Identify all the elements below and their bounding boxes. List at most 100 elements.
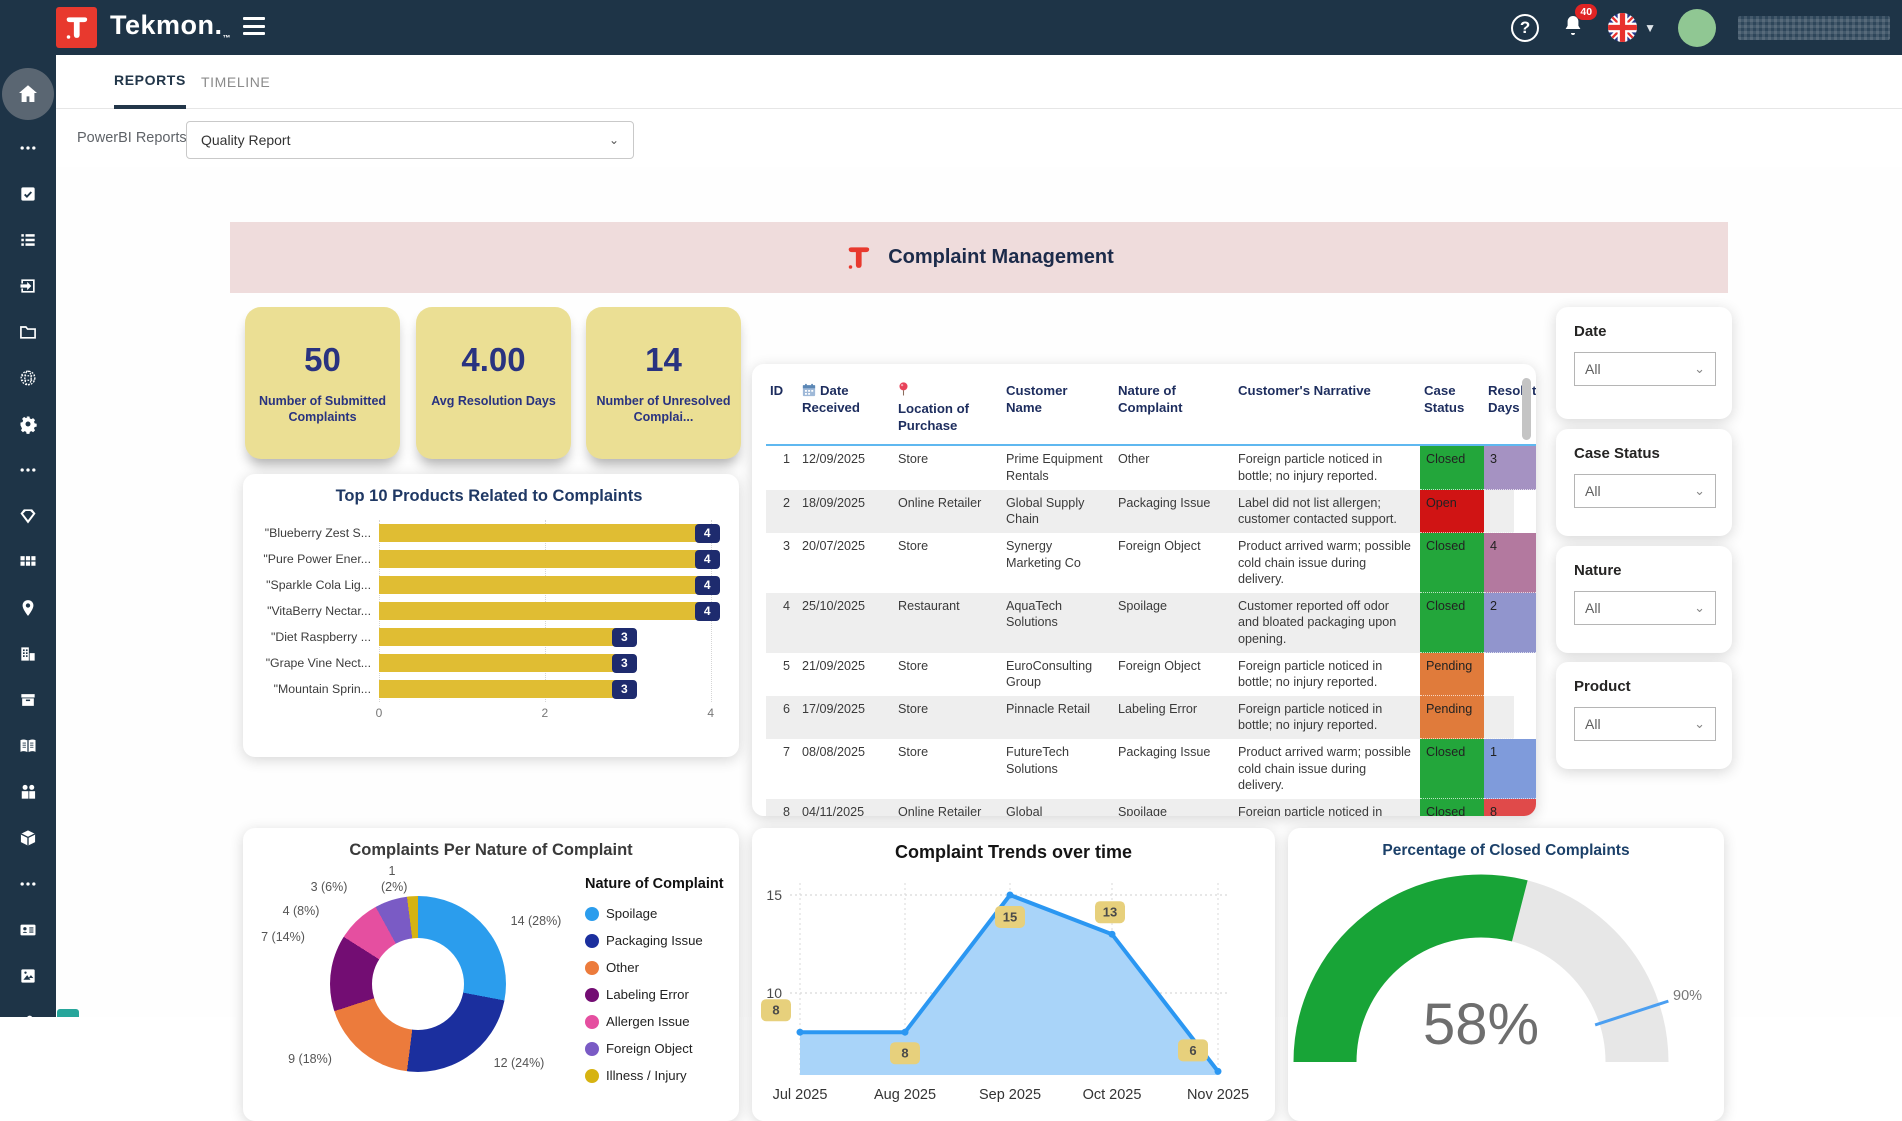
powerbi-canvas: Complaint Management 50 Number of Submit… [56, 167, 1902, 1017]
sidebar-item-home[interactable] [0, 63, 56, 125]
table-cell: FutureTech Solutions [1002, 739, 1114, 799]
page-corner-accent [57, 1009, 79, 1017]
bar[interactable] [379, 628, 628, 646]
sidebar-item-export[interactable] [0, 263, 56, 309]
svg-text:Aug 2025: Aug 2025 [874, 1087, 936, 1103]
table-cell: Store [894, 533, 1002, 593]
help-icon[interactable]: ? [1511, 14, 1539, 42]
bar[interactable] [379, 550, 711, 568]
resolution-days-cell: 2 [1484, 593, 1536, 653]
bar-category-label: "Diet Raspberry ... [257, 624, 379, 650]
table-cell: Online Retailer [894, 799, 1002, 816]
table-cell: Online Retailer [894, 490, 1002, 533]
sidebar-item-tasks[interactable] [0, 171, 56, 217]
legend-item[interactable]: Foreign Object [585, 1035, 735, 1062]
avatar[interactable] [1678, 9, 1716, 47]
sidebar-item-knowledge[interactable] [0, 723, 56, 769]
sidebar-item-settings[interactable] [0, 401, 56, 447]
filter-nature-dropdown[interactable]: All⌄ [1574, 591, 1716, 625]
language-selector[interactable]: ▼ [1607, 12, 1656, 43]
legend-item[interactable]: Labeling Error [585, 981, 735, 1008]
chevron-down-icon: ⌄ [1694, 600, 1705, 616]
sidebar-item-list[interactable] [0, 217, 56, 263]
sidebar-item-more-3[interactable] [0, 861, 56, 907]
menu-icon[interactable] [243, 17, 265, 35]
sidebar-item-more[interactable] [0, 125, 56, 171]
legend-dot [585, 934, 599, 948]
sidebar-item-globe[interactable] [0, 355, 56, 401]
donut-chart-title: Complaints Per Nature of Complaint [243, 841, 739, 860]
legend-item[interactable]: Illness / Injury [585, 1062, 735, 1089]
tab-timeline[interactable]: TIMELINE [201, 55, 270, 109]
sidebar-item-products[interactable] [0, 815, 56, 861]
legend-item[interactable]: Allergen Issue [585, 1008, 735, 1035]
user-name-redacted [1738, 16, 1890, 40]
donut-callout: 9 (18%) [279, 1052, 341, 1068]
table-row[interactable]: 617/09/2025StorePinnacle RetailLabeling … [766, 696, 1514, 739]
bar[interactable] [379, 524, 711, 542]
bar-category-label: "Sparkle Cola Lig... [257, 572, 379, 598]
chevron-down-icon: ⌄ [1694, 716, 1705, 732]
sidebar-item-more-2[interactable] [0, 447, 56, 493]
sidebar-item-people[interactable] [0, 769, 56, 815]
svg-text:8: 8 [901, 1046, 908, 1061]
chevron-down-icon: ⌄ [1694, 483, 1705, 499]
table-row[interactable]: 804/11/2025Online RetailerGlobalSpoilage… [766, 799, 1514, 816]
sidebar-item-folder[interactable] [0, 309, 56, 355]
table-row[interactable]: 708/08/2025StoreFutureTech SolutionsPack… [766, 739, 1514, 799]
table-scrollbar[interactable] [1522, 378, 1531, 440]
legend-item[interactable]: Spoilage [585, 900, 735, 927]
filter-case-status-dropdown[interactable]: All⌄ [1574, 474, 1716, 508]
status-badge: Closed [1420, 593, 1484, 653]
sidebar-item-media[interactable] [0, 953, 56, 999]
table-row[interactable]: 112/09/2025StorePrime Equipment RentalsO… [766, 446, 1514, 489]
bar-x-axis: 024 [379, 702, 721, 724]
tekmon-logo-icon[interactable] [56, 7, 97, 48]
bar[interactable] [379, 680, 628, 698]
sidebar-item-support[interactable] [0, 999, 56, 1045]
list-icon [18, 230, 38, 250]
table-cell: Packaging Issue [1114, 490, 1234, 533]
legend-item[interactable]: Other [585, 954, 735, 981]
filter-date-dropdown[interactable]: All⌄ [1574, 352, 1716, 386]
kpi-submitted-complaints: 50 Number of Submitted Complaints [245, 307, 400, 459]
brand-name: Tekmon.™ [110, 10, 231, 42]
table-row[interactable]: 218/09/2025Online RetailerGlobal Supply … [766, 490, 1514, 533]
filter-label: Case Status [1574, 445, 1716, 462]
table-row[interactable]: 521/09/2025StoreEuroConsulting GroupFore… [766, 653, 1514, 696]
table-row[interactable]: 320/07/2025StoreSynergy Marketing CoFore… [766, 533, 1514, 593]
main-content: REPORTS TIMELINE PowerBI Reports: Qualit… [56, 55, 1902, 1017]
sidebar-item-location[interactable] [0, 585, 56, 631]
notifications-button[interactable]: 40 [1561, 13, 1585, 42]
bar-value-badge: 3 [612, 680, 637, 699]
table-cell: Pinnacle Retail [1002, 696, 1114, 739]
sidebar-item-company[interactable] [0, 631, 56, 677]
filter-product-dropdown[interactable]: All⌄ [1574, 707, 1716, 741]
bar[interactable] [379, 654, 628, 672]
column-header: Date Received [798, 378, 894, 444]
status-badge: Closed [1420, 799, 1484, 816]
tab-reports[interactable]: REPORTS [114, 55, 186, 109]
case-status-cell: Closed [1420, 739, 1484, 799]
globe-icon [18, 368, 38, 388]
column-header: ID [766, 378, 798, 444]
sidebar-item-premium[interactable] [0, 493, 56, 539]
sidebar-item-apps[interactable] [0, 539, 56, 585]
sidebar-item-contacts[interactable] [0, 907, 56, 953]
days-value: 3 [1484, 446, 1536, 489]
table-row[interactable]: 425/10/2025RestaurantAquaTech SolutionsS… [766, 593, 1514, 653]
line-chart[interactable]: 1015Jul 2025Aug 2025Sep 2025Oct 2025Nov … [752, 828, 1275, 1121]
grid-icon [18, 552, 38, 572]
days-value [1484, 490, 1536, 533]
donut-chart[interactable] [330, 896, 506, 1072]
bar[interactable] [379, 576, 711, 594]
sidebar-item-archive[interactable] [0, 677, 56, 723]
report-selector-dropdown[interactable]: Quality Report ⌄ [186, 121, 634, 159]
folder-icon [18, 322, 38, 342]
kpi-value: 50 [304, 341, 341, 379]
days-value: 1 [1484, 739, 1536, 799]
kpi-unresolved-complaints: 14 Number of Unresolved Complai... [586, 307, 741, 459]
table-cell: Foreign Object [1114, 533, 1234, 593]
bar[interactable] [379, 602, 711, 620]
legend-item[interactable]: Packaging Issue [585, 927, 735, 954]
